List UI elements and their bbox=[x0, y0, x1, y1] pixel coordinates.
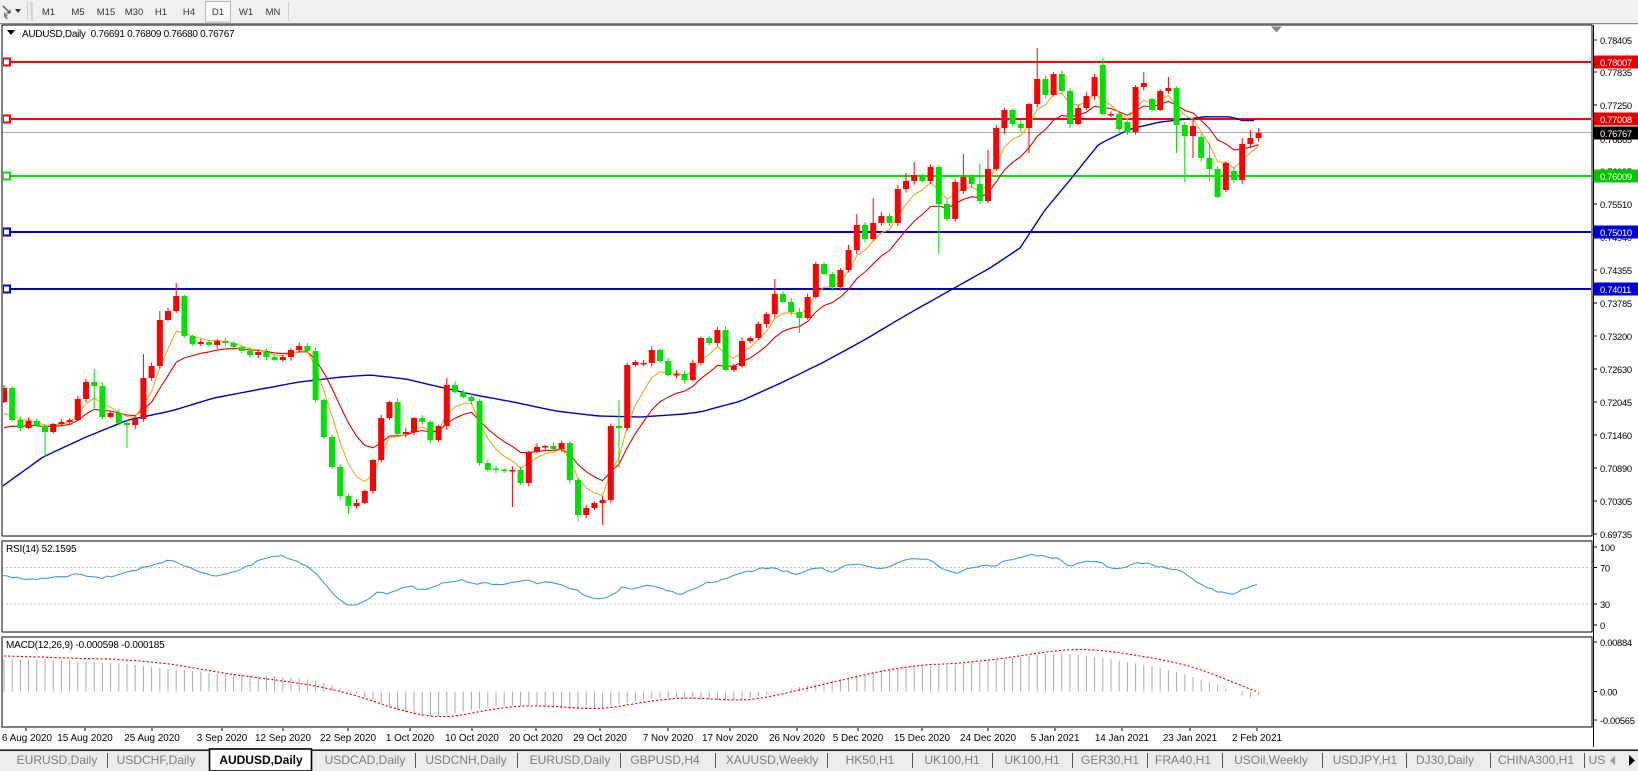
svg-text:EURUSD,Daily: EURUSD,Daily bbox=[530, 753, 611, 767]
svg-text:0.74011: 0.74011 bbox=[1600, 284, 1631, 295]
svg-text:M1: M1 bbox=[42, 7, 55, 18]
svg-text:0.77835: 0.77835 bbox=[1600, 67, 1632, 78]
svg-text:30: 30 bbox=[1600, 599, 1610, 610]
svg-text:70: 70 bbox=[1600, 563, 1610, 574]
svg-text:USDCNH,Daily: USDCNH,Daily bbox=[425, 753, 506, 767]
svg-text:UK100,H1: UK100,H1 bbox=[1004, 753, 1060, 767]
svg-text:26 Nov 2020: 26 Nov 2020 bbox=[769, 733, 826, 744]
svg-text:0.00884: 0.00884 bbox=[1600, 637, 1632, 648]
svg-text:W1: W1 bbox=[239, 7, 253, 18]
svg-text:24 Dec 2020: 24 Dec 2020 bbox=[960, 733, 1017, 744]
svg-text:GER30,H1: GER30,H1 bbox=[1081, 753, 1139, 767]
svg-text:100: 100 bbox=[1600, 542, 1615, 553]
svg-text:0.73785: 0.73785 bbox=[1600, 298, 1632, 309]
svg-text:0.00: 0.00 bbox=[1600, 687, 1617, 698]
svg-text:-0.00565: -0.00565 bbox=[1600, 715, 1635, 726]
svg-text:10 Oct 2020: 10 Oct 2020 bbox=[445, 733, 499, 744]
svg-text:0.78405: 0.78405 bbox=[1600, 35, 1632, 46]
svg-text:MN: MN bbox=[266, 7, 281, 18]
svg-text:USOil,Weekly: USOil,Weekly bbox=[1234, 753, 1308, 767]
svg-text:15 Aug 2020: 15 Aug 2020 bbox=[57, 733, 113, 744]
svg-text:AUDUSD,Daily 0.76691 0.76809: AUDUSD,Daily 0.76691 0.76809 0.76680 0.7… bbox=[22, 29, 235, 40]
svg-text:M30: M30 bbox=[125, 7, 143, 18]
svg-text:DJ30,Daily: DJ30,Daily bbox=[1416, 753, 1474, 767]
svg-text:7 Nov 2020: 7 Nov 2020 bbox=[643, 733, 694, 744]
svg-text:D1: D1 bbox=[212, 7, 224, 18]
svg-text:5 Jan 2021: 5 Jan 2021 bbox=[1031, 733, 1080, 744]
svg-text:H1: H1 bbox=[155, 7, 167, 18]
svg-text:0.70305: 0.70305 bbox=[1600, 496, 1632, 507]
svg-text:14 Jan 2021: 14 Jan 2021 bbox=[1095, 733, 1150, 744]
svg-text:GBPUSD,H4: GBPUSD,H4 bbox=[630, 753, 700, 767]
svg-text:0.75010: 0.75010 bbox=[1600, 227, 1632, 238]
svg-text:17 Nov 2020: 17 Nov 2020 bbox=[702, 733, 759, 744]
svg-text:6 Aug 2020: 6 Aug 2020 bbox=[2, 733, 52, 744]
svg-text:23 Jan 2021: 23 Jan 2021 bbox=[1163, 733, 1218, 744]
svg-text:0.69735: 0.69735 bbox=[1600, 529, 1632, 540]
svg-text:29 Oct 2020: 29 Oct 2020 bbox=[573, 733, 627, 744]
svg-text:25 Aug 2020: 25 Aug 2020 bbox=[124, 733, 180, 744]
svg-text:M5: M5 bbox=[71, 7, 84, 18]
svg-text:M15: M15 bbox=[97, 7, 115, 18]
svg-text:RSI(14) 52.1595: RSI(14) 52.1595 bbox=[6, 544, 77, 555]
svg-text:0.73200: 0.73200 bbox=[1600, 331, 1632, 342]
svg-text:20 Oct 2020: 20 Oct 2020 bbox=[509, 733, 563, 744]
svg-text:3 Sep 2020: 3 Sep 2020 bbox=[197, 733, 248, 744]
svg-text:0.72630: 0.72630 bbox=[1600, 364, 1632, 375]
svg-text:5 Dec 2020: 5 Dec 2020 bbox=[833, 733, 884, 744]
svg-text:0.77250: 0.77250 bbox=[1600, 100, 1632, 111]
svg-text:0.71460: 0.71460 bbox=[1600, 430, 1632, 441]
svg-text:FRA40,H1: FRA40,H1 bbox=[1155, 753, 1211, 767]
svg-text:0.70890: 0.70890 bbox=[1600, 463, 1632, 474]
svg-text:0.76767: 0.76767 bbox=[1600, 128, 1632, 139]
svg-text:XAUUSD,Weekly: XAUUSD,Weekly bbox=[726, 753, 818, 767]
svg-text:USDCAD,Daily: USDCAD,Daily bbox=[325, 753, 406, 767]
svg-text:0.76009: 0.76009 bbox=[1600, 171, 1632, 182]
svg-text:12 Sep 2020: 12 Sep 2020 bbox=[255, 733, 312, 744]
svg-text:USDJPY,H1: USDJPY,H1 bbox=[1333, 753, 1398, 767]
svg-text:UK100,H1: UK100,H1 bbox=[924, 753, 980, 767]
svg-text:1 Oct 2020: 1 Oct 2020 bbox=[386, 733, 435, 744]
svg-text:MACD(12,26,9) -0.000598 -0.000: MACD(12,26,9) -0.000598 -0.000185 bbox=[6, 640, 165, 651]
svg-text:15 Dec 2020: 15 Dec 2020 bbox=[894, 733, 951, 744]
svg-text:0.72045: 0.72045 bbox=[1600, 397, 1632, 408]
svg-text:US: US bbox=[1589, 753, 1606, 767]
svg-text:HK50,H1: HK50,H1 bbox=[846, 753, 895, 767]
svg-text:2 Feb 2021: 2 Feb 2021 bbox=[1232, 733, 1282, 744]
svg-text:22 Sep 2020: 22 Sep 2020 bbox=[320, 733, 377, 744]
svg-text:AUDUSD,Daily: AUDUSD,Daily bbox=[219, 753, 303, 767]
svg-text:USDCHF,Daily: USDCHF,Daily bbox=[117, 753, 196, 767]
svg-text:H4: H4 bbox=[183, 7, 195, 18]
svg-text:EURUSD,Daily: EURUSD,Daily bbox=[17, 753, 98, 767]
svg-text:0.78007: 0.78007 bbox=[1600, 57, 1632, 68]
svg-text:0: 0 bbox=[1600, 620, 1605, 631]
svg-text:CHINA300,H1: CHINA300,H1 bbox=[1498, 753, 1574, 767]
svg-text:0.74355: 0.74355 bbox=[1600, 265, 1632, 276]
svg-text:0.77008: 0.77008 bbox=[1600, 114, 1632, 125]
svg-text:0.75510: 0.75510 bbox=[1600, 199, 1632, 210]
